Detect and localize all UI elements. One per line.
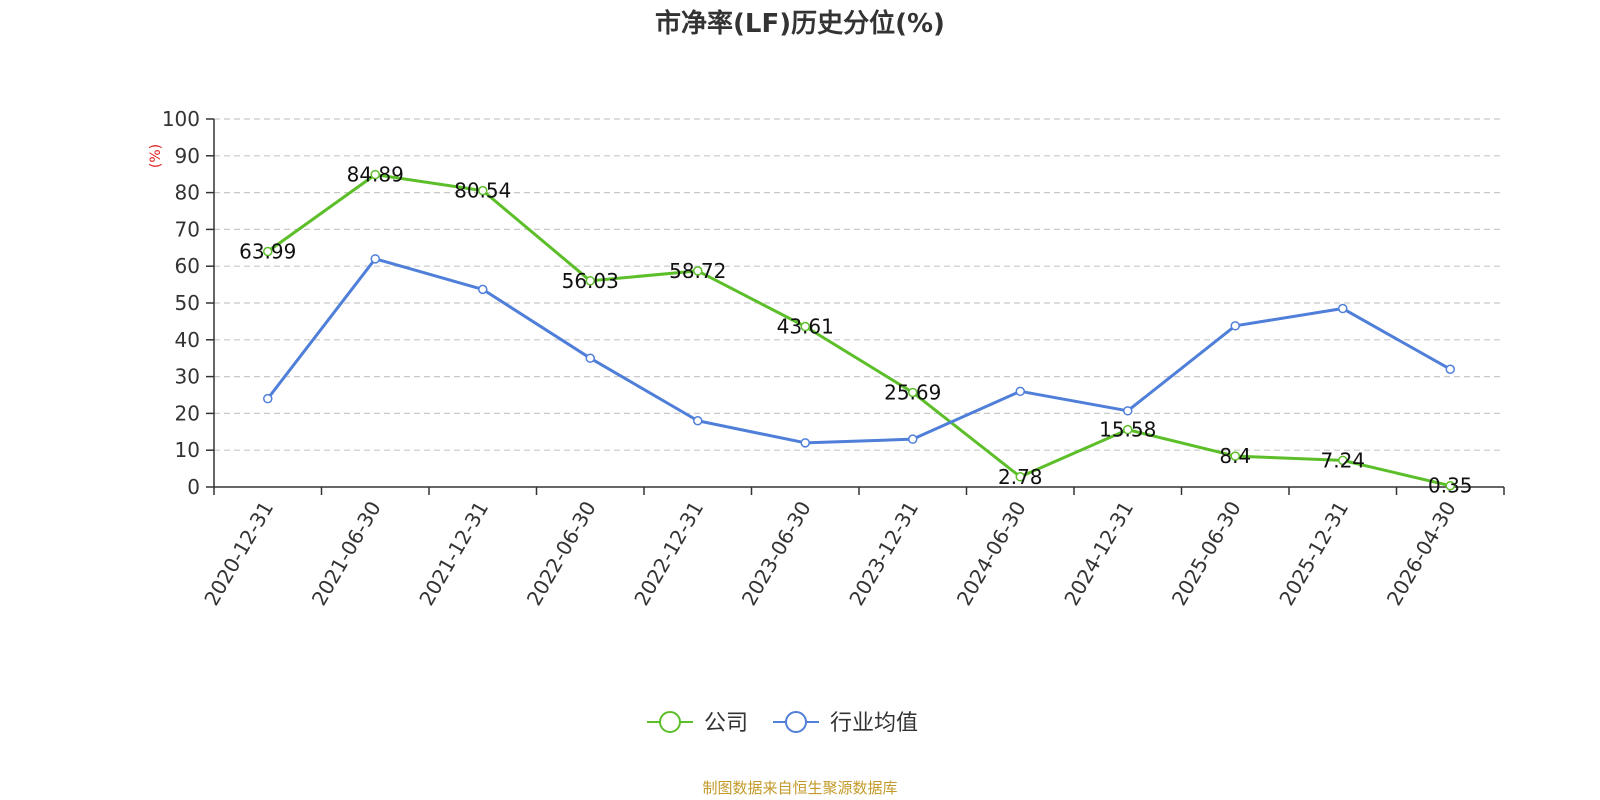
data-point[interactable] — [693, 416, 703, 426]
y-tick-label: 10 — [175, 438, 200, 462]
data-label: 80.54 — [454, 179, 511, 203]
legend: 公司 行业均值 — [647, 711, 918, 736]
data-point[interactable] — [585, 276, 595, 286]
data-label: 56.03 — [562, 269, 619, 293]
x-tick-label: 2025-12-31 — [1274, 497, 1353, 610]
y-tick-label: 80 — [175, 181, 200, 205]
data-point[interactable] — [585, 353, 595, 363]
y-axis-unit-label: (%) — [148, 144, 164, 168]
grid-layer — [214, 118, 1504, 451]
y-tick-label: 90 — [175, 144, 200, 168]
data-label: 58.72 — [669, 259, 726, 283]
x-tick-label: 2023-12-31 — [844, 497, 923, 610]
x-tick-label: 2020-12-31 — [199, 497, 278, 610]
data-label: 84.89 — [347, 163, 404, 187]
x-tick-label: 2025-06-30 — [1167, 497, 1246, 610]
data-point[interactable] — [1230, 321, 1240, 331]
legend-label: 行业均值 — [830, 711, 918, 736]
x-tick-label: 2022-12-31 — [629, 497, 708, 610]
data-point[interactable] — [1445, 364, 1455, 374]
data-point[interactable] — [1230, 451, 1240, 461]
legend-marker — [659, 711, 681, 733]
data-point[interactable] — [1015, 386, 1025, 397]
data-label: 8.4 — [1219, 444, 1251, 468]
x-tick-label: 2026-04-30 — [1382, 497, 1461, 610]
legend-label: 公司 — [704, 711, 748, 736]
series-layer — [263, 169, 1455, 491]
data-point[interactable] — [263, 393, 273, 404]
x-tick-label: 2024-12-31 — [1059, 497, 1138, 610]
data-label: 2.78 — [998, 465, 1043, 489]
data-point[interactable] — [1015, 472, 1025, 482]
data-label: 63.99 — [239, 240, 296, 264]
y-tick-label: 50 — [175, 291, 200, 315]
data-point[interactable] — [908, 434, 918, 444]
data-point[interactable] — [1445, 480, 1455, 491]
y-tick-label: 100 — [162, 107, 200, 131]
data-point[interactable] — [478, 185, 488, 196]
y-tick-label: 60 — [175, 254, 200, 278]
x-tick-label: 2022-06-30 — [522, 497, 601, 610]
y-tick-label: 20 — [175, 401, 200, 425]
x-tick-label: 2023-06-30 — [737, 497, 816, 610]
chart-title: 市净率(LF)历史分位(%) — [655, 8, 945, 39]
data-label: 15.58 — [1099, 418, 1156, 442]
x-tick-label: 2021-12-31 — [414, 497, 493, 610]
data-label: 0.35 — [1428, 474, 1473, 498]
data-label: 7.24 — [1320, 448, 1365, 472]
y-tick-label: 0 — [187, 475, 200, 499]
series-line-1 — [266, 257, 1451, 445]
x-tick-label: 2021-06-30 — [307, 497, 386, 610]
data-label: 25.69 — [884, 380, 941, 404]
data-point[interactable] — [1338, 455, 1348, 466]
data-point[interactable] — [693, 266, 703, 276]
data-point[interactable] — [1123, 406, 1133, 416]
y-tick-label: 30 — [175, 365, 200, 389]
data-point[interactable] — [1338, 303, 1348, 314]
data-point[interactable] — [800, 321, 810, 332]
data-point[interactable] — [1123, 424, 1133, 435]
legend-marker — [785, 711, 807, 733]
legend-item[interactable]: 行业均值 — [773, 711, 918, 736]
data-label-layer: 63.99 84.89 80.54 56.03 58.72 43.61 25.69 2.78 1… — [239, 163, 1472, 498]
y-tick-label: 40 — [175, 328, 200, 352]
source-note: 制图数据来自恒生聚源数据库 — [702, 779, 897, 797]
data-label: 43.61 — [777, 315, 834, 339]
series-line-0 — [266, 173, 1451, 488]
data-point[interactable] — [800, 438, 810, 448]
data-point[interactable] — [370, 169, 380, 180]
data-point[interactable] — [478, 284, 488, 295]
data-point[interactable] — [908, 387, 918, 398]
x-tick-label: 2024-06-30 — [952, 497, 1031, 610]
y-tick-label: 70 — [175, 217, 200, 241]
legend-item[interactable]: 公司 — [647, 711, 748, 736]
data-point[interactable] — [370, 254, 380, 264]
data-point[interactable] — [263, 246, 273, 257]
